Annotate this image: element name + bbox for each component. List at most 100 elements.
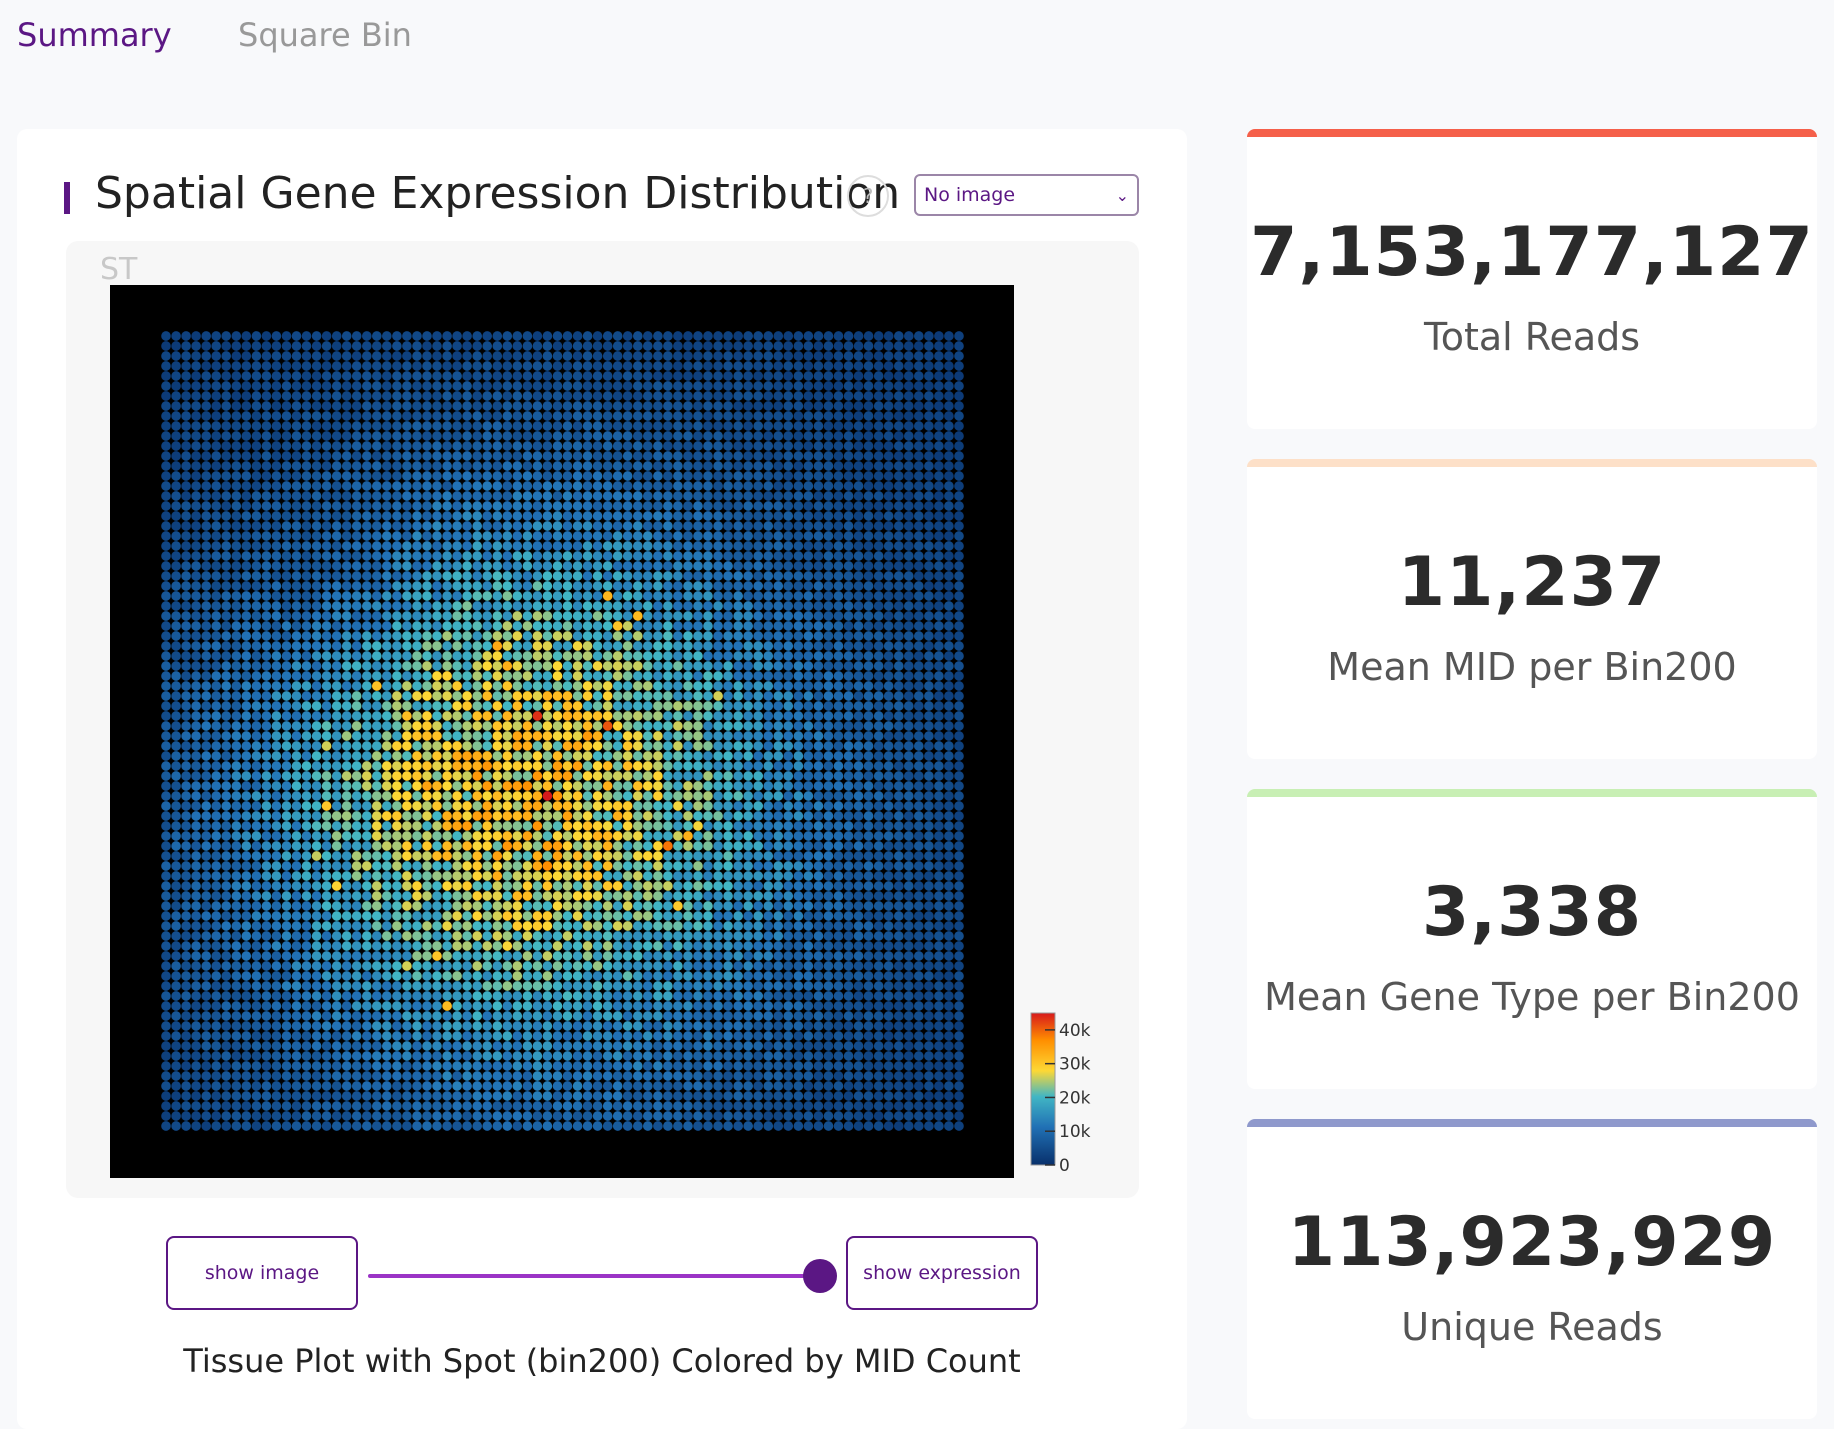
heatmap-spot — [412, 741, 422, 751]
heatmap-spot — [281, 491, 292, 501]
heatmap-spot — [743, 721, 754, 731]
heatmap-spot — [632, 651, 643, 661]
heatmap-spot — [934, 461, 944, 471]
heatmap-spot — [462, 601, 472, 611]
heatmap-spot — [693, 441, 703, 451]
heatmap-spot — [622, 341, 633, 351]
heatmap-spot — [542, 781, 553, 791]
heatmap-spot — [341, 771, 352, 781]
heatmap-spot — [823, 721, 834, 731]
heatmap-spot — [562, 591, 573, 601]
heatmap-spot — [231, 351, 242, 361]
heatmap-spot — [171, 671, 181, 681]
heatmap-spot — [843, 721, 854, 731]
heatmap-spot — [211, 851, 222, 861]
heatmap-spot — [763, 641, 774, 651]
heatmap-spot — [903, 361, 914, 371]
heatmap-spot — [512, 681, 523, 691]
heatmap-spot — [934, 571, 944, 581]
heatmap-spot — [562, 881, 573, 891]
heatmap-spot — [251, 951, 262, 961]
heatmap-spot — [251, 511, 262, 521]
heatmap-spot — [492, 601, 503, 611]
heatmap-spot — [422, 331, 432, 341]
heatmap-spot — [924, 721, 934, 731]
heatmap-spot — [582, 441, 593, 451]
heatmap-spot — [181, 381, 191, 391]
help-icon[interactable]: ? — [847, 175, 889, 217]
heatmap-spot — [261, 511, 272, 521]
heatmap-spot — [632, 701, 643, 711]
heatmap-spot — [482, 931, 493, 941]
heatmap-spot — [381, 901, 392, 911]
heatmap-spot — [703, 471, 713, 481]
heatmap-spot — [713, 671, 723, 681]
heatmap-spot — [763, 651, 774, 661]
heatmap-spot — [321, 441, 332, 451]
heatmap-spot — [452, 581, 462, 591]
heatmap-spot — [713, 341, 723, 351]
heatmap-spot — [632, 561, 643, 571]
heatmap-spot — [863, 881, 874, 891]
heatmap-spot — [572, 491, 583, 501]
heatmap-spot — [703, 531, 713, 541]
heatmap-spot — [632, 801, 643, 811]
heatmap-spot — [653, 861, 663, 871]
image-select[interactable]: No image ⌄ — [914, 174, 1139, 216]
heatmap-spot — [371, 791, 382, 801]
heatmap-spot — [351, 911, 362, 921]
heatmap-spot — [211, 581, 222, 591]
heatmap-spot — [783, 811, 794, 821]
heatmap-spot — [181, 461, 191, 471]
heatmap-spot — [833, 931, 844, 941]
heatmap-spot — [863, 361, 874, 371]
heatmap-spot — [663, 691, 673, 701]
heatmap-spot — [231, 371, 242, 381]
heatmap-spot — [452, 441, 462, 451]
heatmap-spot — [422, 701, 432, 711]
heatmap-spot — [321, 641, 332, 651]
heatmap-spot — [341, 461, 352, 471]
heatmap-spot — [803, 911, 814, 921]
heatmap-spot — [452, 781, 462, 791]
heatmap-spot — [432, 651, 442, 661]
heatmap-spot — [693, 611, 703, 621]
heatmap-spot — [723, 761, 733, 771]
heatmap-spot — [602, 481, 613, 491]
heatmap-spot — [572, 771, 583, 781]
heatmap-spot — [833, 341, 844, 351]
heatmap-spot — [402, 631, 412, 641]
heatmap-spot — [171, 871, 181, 881]
heatmap-spot — [161, 391, 171, 401]
heatmap-spots — [161, 331, 964, 1131]
heatmap-spot — [422, 911, 432, 921]
heatmap-spot — [733, 541, 744, 551]
tab-summary[interactable]: Summary — [17, 16, 172, 54]
heatmap-spot — [843, 341, 854, 351]
heatmap-spot — [552, 431, 563, 441]
heatmap-spot — [863, 751, 874, 761]
heatmap-spot — [442, 551, 452, 561]
heatmap-spot — [522, 891, 533, 901]
heatmap-spot — [321, 681, 332, 691]
heatmap-spot — [743, 631, 754, 641]
tab-square-bin[interactable]: Square Bin — [238, 16, 412, 54]
heatmap-spot — [221, 471, 232, 481]
heatmap-spot — [863, 561, 874, 571]
heatmap-spot — [582, 511, 593, 521]
heatmap-spot — [703, 591, 713, 601]
heatmap-spot — [271, 411, 282, 421]
heatmap-spot — [381, 911, 392, 921]
heatmap-spot — [482, 761, 493, 771]
heatmap-spot — [191, 831, 201, 841]
heatmap-spot — [733, 351, 744, 361]
heatmap-spot — [231, 381, 242, 391]
heatmap-spot — [903, 451, 914, 461]
heatmap-spot — [522, 451, 533, 461]
heatmap-spot — [522, 431, 533, 441]
heatmap-spot — [763, 411, 774, 421]
tissue-heatmap[interactable] — [110, 285, 1014, 1178]
heatmap-spot — [713, 841, 723, 851]
heatmap-spot — [432, 561, 442, 571]
heatmap-spot — [261, 331, 272, 341]
